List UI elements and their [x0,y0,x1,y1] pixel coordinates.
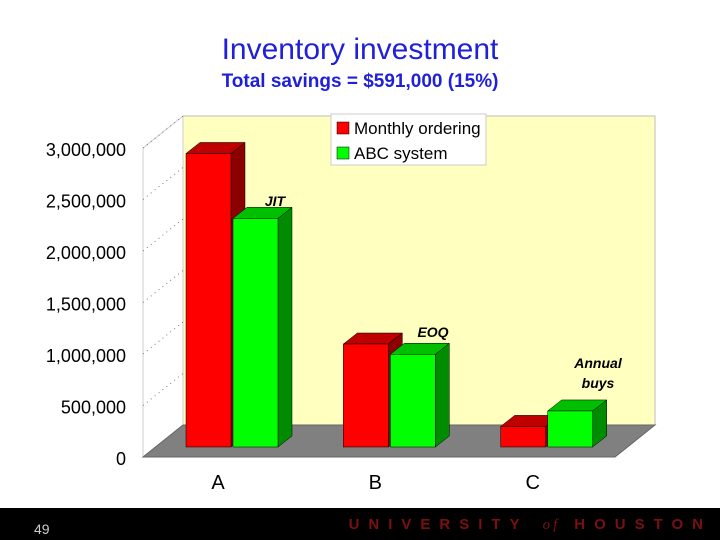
brand-of: of [542,517,561,533]
gridline [142,373,184,406]
bar-abc-system [232,218,279,448]
annotation-label: Annual [573,355,623,371]
legend-swatch [336,146,350,160]
university-logo-text: UNIVERSITY of HOUSTON [349,516,712,534]
legend-box [330,113,487,166]
y-tick-label: 0 [116,449,126,469]
y-tick-label: 1,500,000 [46,295,126,315]
annotation-label: JIT [265,193,287,209]
gridline [142,115,184,149]
legend-label: ABC system [354,144,448,163]
bar-monthly-ordering [500,426,546,448]
bar-monthly-ordering [185,153,232,448]
y-tick-label: 2,500,000 [46,192,126,212]
legend-label: Monthly ordering [354,119,481,138]
y-tick-label: 3,000,000 [46,140,126,160]
legend-swatch [336,121,350,135]
y-tick-label: 2,000,000 [46,243,126,263]
y-tick-label: 1,000,000 [46,346,126,366]
footer-bar: 49 UNIVERSITY of HOUSTON [0,508,720,540]
bar-abc-system [390,354,436,448]
x-tick-label: B [369,472,382,494]
gridline [142,321,184,355]
x-tick-label: C [525,472,539,494]
slide-subtitle: Total savings = $591,000 (15%) [221,71,499,92]
bar-side [277,206,293,448]
x-tick-label: A [211,472,225,494]
annotation-label: EOQ [417,324,448,340]
bar-abc-system [547,410,593,448]
page-number: 49 [34,521,50,537]
brand-university: UNIVERSITY [348,516,529,533]
bar-side [435,342,450,448]
annotation-label: buys [582,375,615,391]
bar-monthly-ordering [343,343,389,448]
gridline [142,218,184,252]
brand-houston: HOUSTON [574,516,712,533]
bar-chart: 0 500,000 1,000,000 1,500,000 2,000,000 2,500… [46,113,657,494]
y-tick-label: 500,000 [61,398,126,418]
gridline [142,270,184,303]
slide-title: Inventory investment [221,33,499,66]
gridline [142,167,184,200]
